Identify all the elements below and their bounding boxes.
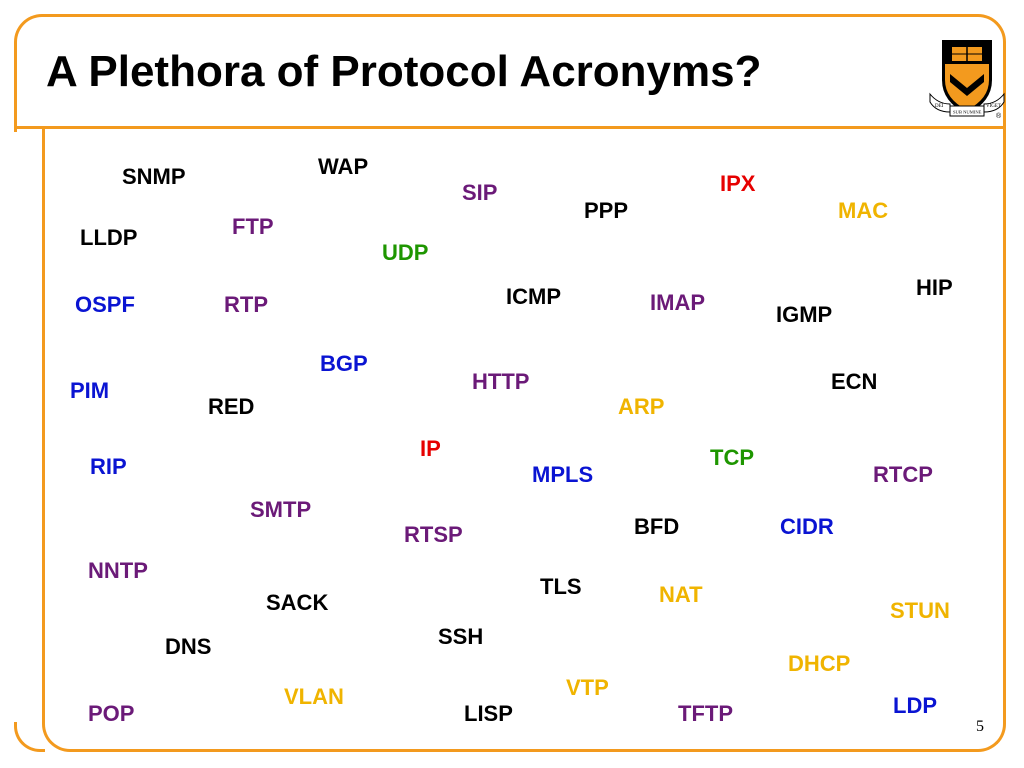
acronym-sack: SACK	[266, 590, 329, 615]
acronym-imap: IMAP	[650, 290, 705, 315]
acronym-ipx: IPX	[720, 171, 756, 196]
acronym-vtp: VTP	[566, 675, 609, 700]
acronym-bgp: BGP	[320, 351, 368, 376]
acronym-ospf: OSPF	[75, 292, 135, 317]
acronym-rtp: RTP	[224, 292, 268, 317]
registered-mark: ®	[996, 112, 1002, 120]
acronym-mpls: MPLS	[532, 462, 594, 487]
acronym-dhcp: DHCP	[788, 651, 851, 676]
acronym-sip: SIP	[462, 180, 498, 205]
acronym-nntp: NNTP	[88, 558, 148, 583]
acronym-lldp: LLDP	[80, 225, 138, 250]
acronym-cidr: CIDR	[780, 514, 834, 539]
acronym-tftp: TFTP	[678, 701, 733, 726]
acronym-ppp: PPP	[584, 198, 629, 223]
acronym-udp: UDP	[382, 240, 429, 265]
acronym-ecn: ECN	[831, 369, 878, 394]
princeton-shield-icon: DEI SUB NUMINE VIGET ®	[929, 40, 1005, 120]
acronym-rtcp: RTCP	[873, 462, 933, 487]
acronym-stun: STUN	[890, 598, 950, 623]
acronym-rip: RIP	[90, 454, 127, 479]
acronym-rtsp: RTSP	[404, 522, 463, 547]
acronym-bfd: BFD	[634, 514, 680, 539]
logo-motto-center: SUB NUMINE	[953, 110, 982, 115]
acronym-hip: HIP	[916, 275, 953, 300]
title-divider	[14, 126, 1006, 129]
title-frame	[14, 14, 1006, 132]
acronym-igmp: IGMP	[776, 302, 833, 327]
acronym-ssh: SSH	[438, 624, 484, 649]
acronym-ldp: LDP	[893, 693, 937, 718]
acronym-nat: NAT	[659, 582, 703, 607]
acronym-dns: DNS	[165, 634, 212, 659]
acronym-snmp: SNMP	[122, 164, 186, 189]
acronym-arp: ARP	[618, 394, 665, 419]
slide-title: A Plethora of Protocol Acronyms?	[46, 47, 762, 96]
acronym-lisp: LISP	[464, 701, 513, 726]
acronym-mac: MAC	[838, 198, 889, 223]
acronym-ip: IP	[420, 436, 441, 461]
acronym-tls: TLS	[540, 574, 582, 599]
acronym-ftp: FTP	[232, 214, 274, 239]
frame-corner	[14, 722, 45, 752]
acronym-wap: WAP	[318, 154, 369, 179]
acronym-smtp: SMTP	[250, 497, 312, 522]
acronym-icmp: ICMP	[506, 284, 561, 309]
content-frame	[42, 126, 1006, 752]
logo-motto-right: VIGET	[986, 104, 1001, 109]
acronym-tcp: TCP	[710, 445, 754, 470]
acronym-pim: PIM	[70, 378, 110, 403]
page-number: 5	[976, 718, 984, 735]
acronym-http: HTTP	[472, 369, 530, 394]
acronym-pop: POP	[88, 701, 135, 726]
logo-motto-left: DEI	[935, 104, 944, 109]
acronym-vlan: VLAN	[284, 684, 344, 709]
acronym-red: RED	[208, 394, 255, 419]
